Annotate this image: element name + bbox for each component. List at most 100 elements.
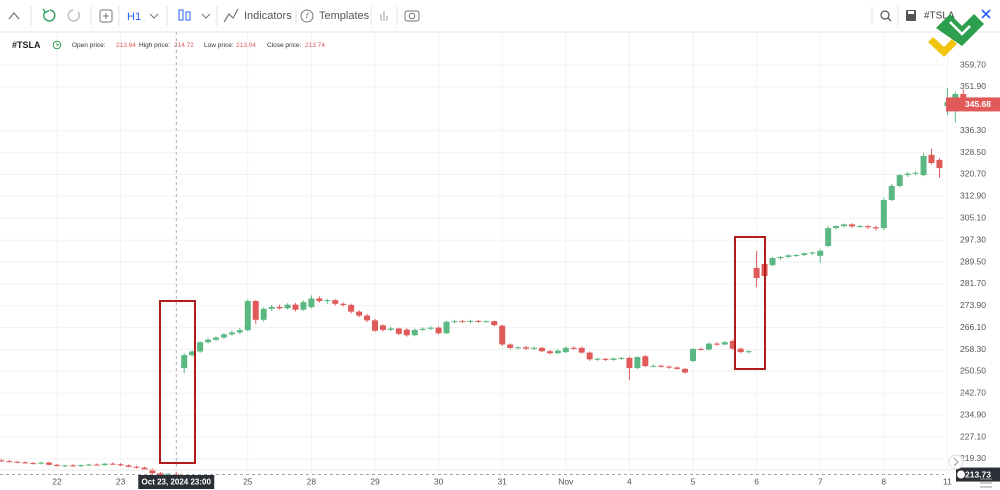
candle-body <box>777 256 784 259</box>
interval-dropdown[interactable] <box>149 13 159 19</box>
candle-body <box>896 175 903 186</box>
candle-body <box>372 320 378 331</box>
candle-body <box>252 301 259 320</box>
chart-type-dropdown[interactable] <box>201 13 211 19</box>
candle-body <box>451 321 458 323</box>
compare-button[interactable] <box>380 11 388 21</box>
candle-body <box>856 226 863 228</box>
y-tick-label: 297.30 <box>960 234 986 244</box>
indicators-button[interactable]: Indicators <box>244 10 292 22</box>
candle-body <box>833 226 840 229</box>
candle-body <box>825 228 832 247</box>
x-tick-label: 23 <box>116 476 126 486</box>
indicators-icon <box>223 8 239 23</box>
x-tick-label: 11 <box>943 476 952 486</box>
symbol-label: #TSLA <box>12 40 41 50</box>
candle-body <box>713 343 720 345</box>
y-tick-label: 336.30 <box>960 125 986 135</box>
screenshot-button[interactable] <box>404 10 420 22</box>
candle-body <box>475 320 482 322</box>
candle-body <box>745 351 752 353</box>
collapse-button[interactable] <box>8 11 20 20</box>
x-tick-label: 8 <box>881 476 886 486</box>
candle-body <box>849 224 855 227</box>
y-tick-label: 266.10 <box>960 322 986 332</box>
open-label: Open price: <box>72 42 106 49</box>
candle-body <box>125 465 132 467</box>
y-tick-label: 281.70 <box>960 278 986 288</box>
y-tick-label: 328.50 <box>960 147 986 157</box>
crosshair-add-button[interactable] <box>956 469 966 480</box>
candle-body <box>69 465 76 467</box>
candle-body <box>403 329 410 336</box>
candle-body <box>936 159 943 169</box>
redo-button[interactable] <box>67 9 80 22</box>
clock-hands <box>56 43 59 46</box>
candle-body <box>817 250 824 256</box>
candle-body <box>880 200 887 229</box>
candle-body <box>220 334 227 338</box>
y-tick-label: 273.90 <box>960 300 986 310</box>
candle-body <box>38 462 45 464</box>
close-button[interactable] <box>981 9 991 19</box>
undo-button[interactable] <box>43 9 56 22</box>
candle-body <box>157 473 164 476</box>
search-button[interactable] <box>880 10 890 20</box>
y-tick-label: 258.30 <box>960 344 986 354</box>
candle-body <box>920 155 927 176</box>
chart-type-button[interactable] <box>178 9 191 21</box>
candle-body <box>769 258 776 266</box>
candle-body <box>276 306 283 309</box>
candle-body <box>117 464 124 466</box>
y-tick-label: 312.90 <box>960 191 986 201</box>
candle-body <box>538 347 545 352</box>
close-label: Close price: <box>267 42 302 49</box>
scroll-arrow <box>953 457 959 467</box>
candle-body <box>531 347 537 349</box>
x-tick-label: 22 <box>52 476 62 486</box>
candle-body <box>483 321 490 323</box>
plus-icon <box>103 13 109 19</box>
candle-body <box>411 329 418 336</box>
candle-body <box>841 224 848 227</box>
high-label: High price: <box>139 42 170 49</box>
settings-button[interactable] <box>980 478 992 488</box>
candle-body <box>228 332 235 335</box>
candle-body <box>364 315 371 321</box>
candle-body <box>610 358 617 360</box>
candle-body <box>22 462 29 464</box>
candle-body <box>181 355 188 369</box>
open-value: 213.84 <box>116 42 136 49</box>
candle-body <box>419 328 426 330</box>
candle-body <box>705 343 712 350</box>
candle-body <box>682 368 689 373</box>
candle-body <box>77 465 84 467</box>
x-tick-label: 5 <box>691 476 696 486</box>
candle-body <box>618 357 625 359</box>
candle-body <box>467 320 474 322</box>
add-symbol-button[interactable] <box>99 9 113 23</box>
candle-body <box>93 464 100 466</box>
candle-body <box>213 337 219 340</box>
candle-body <box>507 344 514 348</box>
candle-body <box>642 356 649 367</box>
candle-body <box>427 327 434 329</box>
x-tick-label: Nov <box>558 476 574 486</box>
templates-button[interactable]: Templates <box>319 10 370 22</box>
interval-button[interactable]: H1 <box>127 11 141 23</box>
candle-body <box>443 321 450 334</box>
candle-icon <box>185 11 191 21</box>
grid <box>0 32 948 470</box>
crosshair-time-label: Oct 23, 2024 23:00 <box>142 478 212 487</box>
toolbar-bg <box>0 0 1000 32</box>
y-tick-label: 227.10 <box>960 431 986 441</box>
candle-body <box>809 252 816 254</box>
candle-body <box>554 350 561 354</box>
scroll-right-button[interactable] <box>948 454 964 470</box>
symbol-tab[interactable]: #TSLA <box>924 11 955 22</box>
candle-body <box>292 304 299 310</box>
y-tick-label: 320.70 <box>960 169 986 179</box>
y-tick-label: 250.50 <box>960 366 986 376</box>
candle-body <box>133 466 140 468</box>
y-tick-label: 305.10 <box>960 213 986 223</box>
